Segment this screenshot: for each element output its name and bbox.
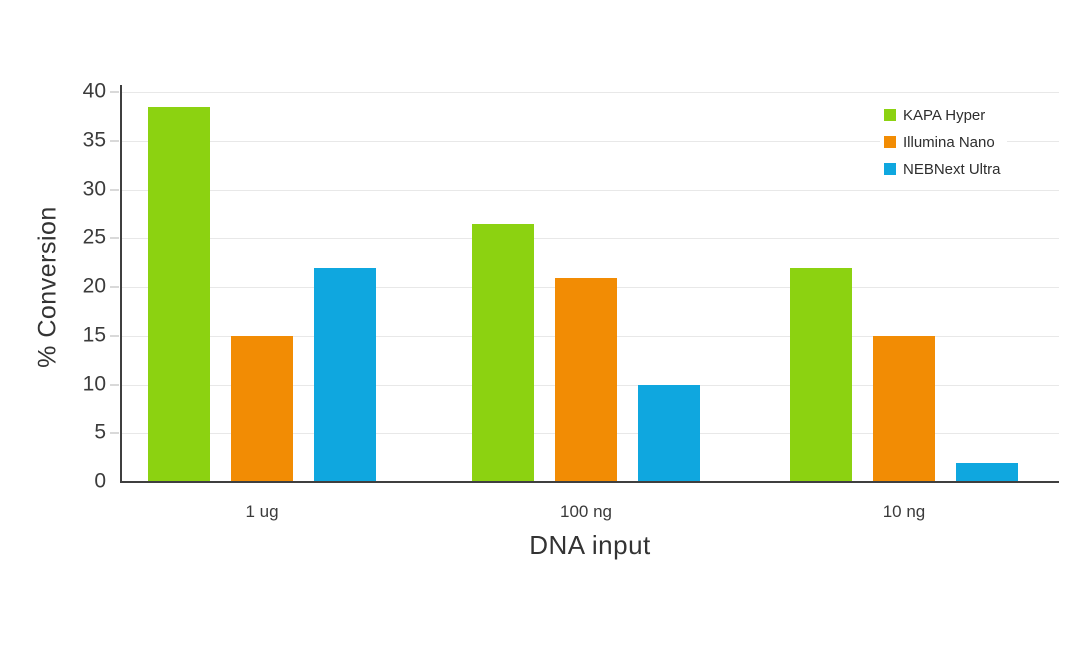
y-tick-mark-35 bbox=[110, 139, 119, 142]
bar-kapa-hyper-1-ug bbox=[148, 106, 210, 482]
legend-item-illumina-nano: Illumina Nano bbox=[884, 133, 1001, 151]
y-tick-label-40: 40 bbox=[82, 79, 106, 103]
y-tick-mark-30 bbox=[110, 188, 119, 191]
legend-label: Illumina Nano bbox=[903, 133, 995, 151]
legend-label: NEBNext Ultra bbox=[903, 160, 1001, 178]
y-tick-label-35: 35 bbox=[82, 128, 106, 152]
y-tick-label-5: 5 bbox=[94, 420, 106, 444]
y-tick-label-30: 30 bbox=[82, 177, 106, 201]
y-tick-mark-20 bbox=[110, 286, 119, 288]
y-tick-mark-10 bbox=[110, 383, 119, 386]
y-tick-label-10: 10 bbox=[82, 372, 106, 396]
bar-nebnext-ultra-100-ng bbox=[638, 384, 700, 482]
gridline-y-25 bbox=[122, 238, 1059, 240]
gridline-y-30 bbox=[122, 189, 1059, 191]
legend-swatch-icon bbox=[884, 109, 896, 121]
legend-item-nebnext-ultra: NEBNext Ultra bbox=[884, 160, 1001, 178]
y-tick-mark-5 bbox=[110, 432, 119, 435]
legend-swatch-icon bbox=[884, 163, 896, 175]
x-axis-line bbox=[120, 481, 1059, 483]
bar-nebnext-ultra-10-ng bbox=[956, 462, 1018, 482]
plot-area bbox=[122, 92, 1059, 482]
y-tick-mark-40 bbox=[110, 91, 119, 93]
x-tick-label-10-ng: 10 ng bbox=[882, 502, 926, 521]
legend: KAPA Hyper Illumina Nano NEBNext Ultra bbox=[880, 103, 1007, 181]
bar-illumina-nano-10-ng bbox=[873, 335, 935, 482]
y-tick-label-20: 20 bbox=[82, 274, 106, 298]
legend-item-kapa-hyper: KAPA Hyper bbox=[884, 106, 1001, 124]
bar-nebnext-ultra-1-ug bbox=[314, 267, 376, 482]
y-axis-line bbox=[120, 85, 122, 483]
x-tick-label-1-ug: 1 ug bbox=[245, 502, 279, 521]
gridline-y-40 bbox=[122, 92, 1059, 93]
bar-illumina-nano-1-ug bbox=[231, 335, 293, 482]
legend-swatch-icon bbox=[884, 136, 896, 148]
x-tick-label-100-ng: 100 ng bbox=[560, 502, 612, 521]
x-axis-title: DNA input bbox=[529, 530, 651, 560]
y-tick-mark-25 bbox=[110, 237, 119, 240]
bar-kapa-hyper-100-ng bbox=[472, 223, 534, 482]
y-tick-label-25: 25 bbox=[82, 225, 106, 249]
gridline-y-35 bbox=[122, 140, 1059, 142]
bar-kapa-hyper-10-ng bbox=[790, 267, 852, 482]
y-tick-label-0: 0 bbox=[94, 469, 106, 493]
y-tick-mark-15 bbox=[110, 334, 119, 337]
legend-label: KAPA Hyper bbox=[903, 106, 986, 124]
bar-illumina-nano-100-ng bbox=[555, 278, 617, 482]
y-tick-label-15: 15 bbox=[82, 323, 106, 347]
